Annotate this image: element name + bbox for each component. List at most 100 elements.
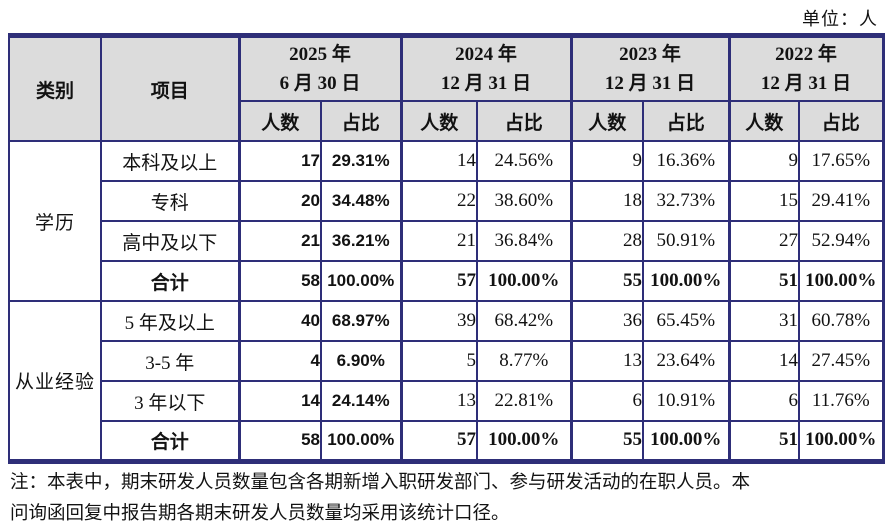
cell-count: 15 <box>727 180 801 222</box>
cell-count: 51 <box>727 420 801 462</box>
cell-count: 13 <box>569 340 645 382</box>
table-row-total: 合计 58 100.00% 57 100.00% 55 100.00% 51 1… <box>9 420 885 462</box>
footnote: 注：本表中，期末研发人员数量包含各期新增入职研发部门、参与研发活动的在职人员。本… <box>10 468 882 530</box>
row-label: 专科 <box>100 180 240 222</box>
cell-count: 28 <box>569 220 645 262</box>
table-row: 高中及以下 21 36.21% 21 36.84% 28 50.91% 27 5… <box>9 220 885 262</box>
cell-ratio: 22.81% <box>476 380 573 422</box>
period-year: 2022 年 <box>775 44 837 65</box>
cell-count: 21 <box>237 220 322 262</box>
cell-count: 14 <box>399 140 479 182</box>
cell-count: 21 <box>399 220 479 262</box>
cell-count: 4 <box>237 340 322 382</box>
cell-count: 20 <box>237 180 322 222</box>
header-ratio: 占比 <box>798 100 885 142</box>
header-item: 项目 <box>100 34 240 142</box>
cell-ratio: 27.45% <box>798 340 885 382</box>
header-count: 人数 <box>237 100 322 142</box>
cell-ratio: 68.97% <box>319 300 403 342</box>
header-category: 类别 <box>8 34 102 142</box>
header-count: 人数 <box>399 100 479 142</box>
row-label: 5 年及以上 <box>100 300 240 342</box>
cell-ratio: 32.73% <box>642 180 731 222</box>
unit-label: 单位：人 <box>802 9 878 29</box>
table-row: 3 年以下 14 24.14% 13 22.81% 6 10.91% 6 11.… <box>9 380 885 422</box>
header-ratio: 占比 <box>476 100 573 142</box>
cell-ratio: 100.00% <box>476 260 573 302</box>
cell-ratio: 23.64% <box>642 340 731 382</box>
period-date: 12 月 31 日 <box>760 73 852 94</box>
period-year: 2025 年 <box>289 44 351 65</box>
row-label: 合计 <box>100 420 240 462</box>
cell-count: 40 <box>237 300 322 342</box>
cell-ratio: 10.91% <box>642 380 731 422</box>
cell-count: 22 <box>399 180 479 222</box>
cell-ratio: 100.00% <box>642 260 731 302</box>
period-year: 2023 年 <box>619 44 681 65</box>
cell-ratio: 24.14% <box>319 380 403 422</box>
cell-ratio: 100.00% <box>476 420 573 462</box>
row-label: 合计 <box>100 260 240 302</box>
table-row: 专科 20 34.48% 22 38.60% 18 32.73% 15 29.4… <box>9 180 885 222</box>
cell-count: 57 <box>399 420 479 462</box>
footnote-line-2: 问询函回复中报告期各期末研发人员数量均采用该统计口径。 <box>10 504 510 524</box>
cell-ratio: 36.84% <box>476 220 573 262</box>
period-date: 12 月 31 日 <box>440 73 532 94</box>
cell-ratio: 68.42% <box>476 300 573 342</box>
cell-ratio: 6.90% <box>319 340 403 382</box>
cell-count: 39 <box>399 300 479 342</box>
row-label: 3 年以下 <box>100 380 240 422</box>
cell-count: 18 <box>569 180 645 222</box>
cell-ratio: 60.78% <box>798 300 885 342</box>
header-period-2023: 2023 年 12 月 31 日 <box>569 34 731 102</box>
table-row: 学历 本科及以上 17 29.31% 14 24.56% 9 16.36% 9 … <box>8 140 885 302</box>
header-row-sub: 人数 占比 人数 占比 人数 占比 人数 占比 <box>9 100 885 142</box>
header-period-2024: 2024 年 12 月 31 日 <box>399 34 573 102</box>
cell-ratio: 11.76% <box>798 380 885 422</box>
period-date: 12 月 31 日 <box>604 73 696 94</box>
cell-count: 5 <box>399 340 479 382</box>
cell-ratio: 100.00% <box>798 420 885 462</box>
cell-ratio: 65.45% <box>642 300 731 342</box>
cell-count: 55 <box>569 260 645 302</box>
table-row: 从业经验 5 年及以上 40 68.97% 39 68.42% 36 65.45… <box>8 300 885 462</box>
cell-ratio: 100.00% <box>319 260 403 302</box>
cell-ratio: 36.21% <box>319 220 403 262</box>
cell-count: 6 <box>727 380 801 422</box>
cell-count: 14 <box>237 380 322 422</box>
cell-count: 9 <box>569 140 645 182</box>
cell-ratio: 38.60% <box>476 180 573 222</box>
table-row-total: 合计 58 100.00% 57 100.00% 55 100.00% 51 1… <box>9 260 885 302</box>
cell-count: 14 <box>727 340 801 382</box>
personnel-table: 类别 项目 2025 年 6 月 30 日 2024 年 12 月 31 日 2… <box>8 33 885 464</box>
cell-ratio: 29.31% <box>319 140 403 182</box>
period-date: 6 月 30 日 <box>279 73 361 94</box>
header-ratio: 占比 <box>642 100 731 142</box>
cell-ratio: 29.41% <box>798 180 885 222</box>
category-experience: 从业经验 <box>8 300 102 462</box>
category-education: 学历 <box>8 140 102 302</box>
cell-ratio: 50.91% <box>642 220 731 262</box>
header-count: 人数 <box>569 100 645 142</box>
cell-count: 36 <box>569 300 645 342</box>
header-ratio: 占比 <box>319 100 403 142</box>
cell-ratio: 16.36% <box>642 140 731 182</box>
cell-ratio: 34.48% <box>319 180 403 222</box>
header-row-periods: 类别 项目 2025 年 6 月 30 日 2024 年 12 月 31 日 2… <box>8 34 885 142</box>
cell-ratio: 100.00% <box>642 420 731 462</box>
cell-ratio: 17.65% <box>798 140 885 182</box>
footnote-line-1: 注：本表中，期末研发人员数量包含各期新增入职研发部门、参与研发活动的在职人员。本 <box>10 473 751 493</box>
cell-count: 57 <box>399 260 479 302</box>
cell-count: 58 <box>237 260 322 302</box>
cell-count: 27 <box>727 220 801 262</box>
cell-count: 58 <box>237 420 322 462</box>
row-label: 3-5 年 <box>100 340 240 382</box>
cell-count: 55 <box>569 420 645 462</box>
cell-count: 31 <box>727 300 801 342</box>
cell-count: 6 <box>569 380 645 422</box>
cell-ratio: 52.94% <box>798 220 885 262</box>
cell-count: 13 <box>399 380 479 422</box>
table-row: 3-5 年 4 6.90% 5 8.77% 13 23.64% 14 27.45… <box>9 340 885 382</box>
cell-ratio: 100.00% <box>798 260 885 302</box>
